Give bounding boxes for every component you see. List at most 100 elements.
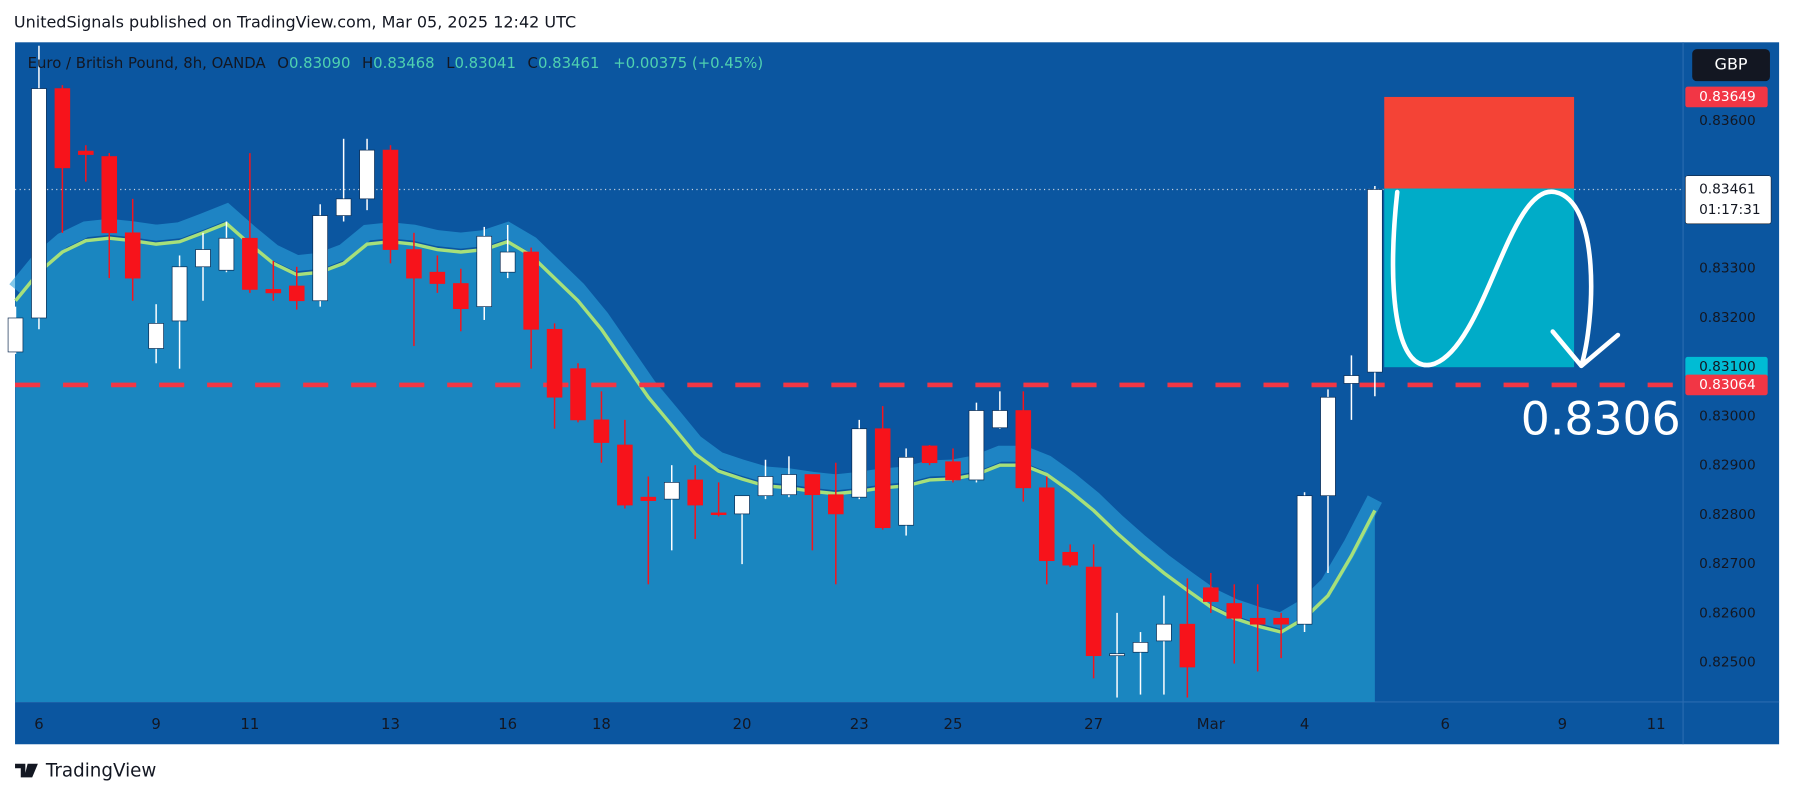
candle-body (429, 271, 446, 284)
y-tick-label: 0.83000 (1699, 408, 1756, 424)
candle-body (593, 419, 610, 443)
candle-body (312, 215, 328, 302)
price-badge-label: 0.83064 (1699, 377, 1756, 393)
y-tick-label: 0.82600 (1699, 605, 1756, 621)
candle-body (734, 495, 750, 515)
candle-body (1249, 617, 1266, 625)
candle-body (570, 368, 586, 421)
candle-body (898, 456, 914, 526)
candle-body (288, 285, 305, 302)
candle-body (757, 476, 774, 497)
ma-line (14, 221, 1377, 634)
candle-body (781, 474, 797, 496)
legend-key: C (528, 54, 538, 72)
candle-body (710, 512, 727, 515)
candle-body (453, 283, 469, 309)
currency-label: GBP (1715, 55, 1748, 74)
arrow-drawing (1390, 189, 1621, 369)
candle-body (617, 444, 633, 506)
candle-body (874, 428, 891, 529)
x-tick-label: 6 (1440, 715, 1449, 733)
candle-body (359, 149, 375, 200)
candle-body (476, 235, 493, 308)
candle-body (335, 198, 352, 216)
candle-body (1367, 189, 1383, 373)
footer-logo: TradingView (15, 761, 156, 782)
price-badge (1685, 86, 1768, 108)
last-price-label: 0.83461 (1699, 181, 1756, 197)
candle-body (171, 266, 188, 322)
x-tick-label: 9 (1558, 715, 1567, 733)
candle-body (1226, 603, 1243, 619)
legend-value: 0.83090 (289, 54, 350, 72)
candle-body (265, 289, 282, 294)
candle-body (804, 474, 821, 496)
legend-change: +0.00375 (+0.45%) (613, 54, 763, 72)
legend-value: 0.83461 (538, 54, 599, 72)
symbol: Euro / British Pound, 8h, OANDA (28, 54, 267, 72)
footer-text: TradingView (45, 761, 157, 782)
candle-body (992, 410, 1008, 429)
legend-value: 0.83468 (373, 54, 434, 72)
logo-mark (15, 763, 38, 778)
legend-key: L (446, 54, 455, 72)
candle-body (31, 88, 47, 319)
x-tick-label: 16 (498, 715, 517, 733)
price-badge (1685, 356, 1768, 378)
candle-body (1015, 410, 1032, 489)
price-badge-label: 0.83100 (1699, 359, 1756, 375)
ma-band (9, 202, 1382, 630)
legend: Euro / British Pound, 8h, OANDA O0.83090… (28, 54, 764, 72)
candle-body (195, 249, 211, 268)
x-tick-label: 9 (151, 715, 160, 733)
candle-body (921, 445, 938, 464)
candle-body (523, 251, 539, 330)
last-price-badge (1685, 175, 1772, 225)
candle-body (101, 156, 118, 234)
x-tick-label: 27 (1084, 715, 1103, 733)
target-zone (1384, 188, 1575, 368)
legend-key: H (362, 54, 373, 72)
candle-body (640, 496, 657, 501)
x-tick-label: 4 (1300, 715, 1309, 733)
candle-body (54, 88, 71, 169)
candle-body (663, 482, 680, 500)
candle-body (124, 232, 141, 279)
x-tick-label: 13 (381, 715, 400, 733)
header: UnitedSignals published on TradingView.c… (14, 12, 576, 31)
candle-body (851, 428, 868, 498)
x-tick-label: 6 (34, 715, 43, 733)
y-tick-label: 0.83300 (1699, 261, 1756, 277)
candle-body (687, 479, 703, 506)
candle-body (1203, 587, 1219, 602)
candle-body (1296, 495, 1313, 625)
candle-body (218, 237, 235, 271)
candle-body (406, 249, 422, 279)
y-tick-label: 0.83200 (1699, 310, 1756, 326)
candle-body (1156, 623, 1172, 642)
candle-body (1038, 487, 1055, 562)
y-tick-label: 0.83600 (1699, 113, 1756, 129)
y-tick-label: 0.82900 (1699, 458, 1756, 474)
x-tick-label: 11 (1647, 715, 1666, 733)
x-tick-label: 11 (240, 715, 259, 733)
candle-body (499, 251, 516, 273)
legend-key: O (277, 54, 289, 72)
legend-value: 0.83041 (455, 54, 516, 72)
candle-body (242, 237, 258, 290)
ma-area (15, 223, 1375, 702)
y-tick-label: 0.82500 (1699, 655, 1756, 671)
candle-body (1085, 566, 1102, 657)
x-tick-label: 23 (850, 715, 869, 733)
y-tick-label: 0.82700 (1699, 556, 1756, 572)
candle-body (1062, 551, 1078, 566)
candle-body (382, 149, 399, 250)
x-tick-label: Mar (1197, 715, 1226, 733)
candle-body (1109, 653, 1125, 657)
currency-button[interactable] (1692, 49, 1770, 82)
x-tick-label: 18 (592, 715, 611, 733)
candle-body (945, 461, 961, 481)
candle-body (968, 410, 985, 481)
